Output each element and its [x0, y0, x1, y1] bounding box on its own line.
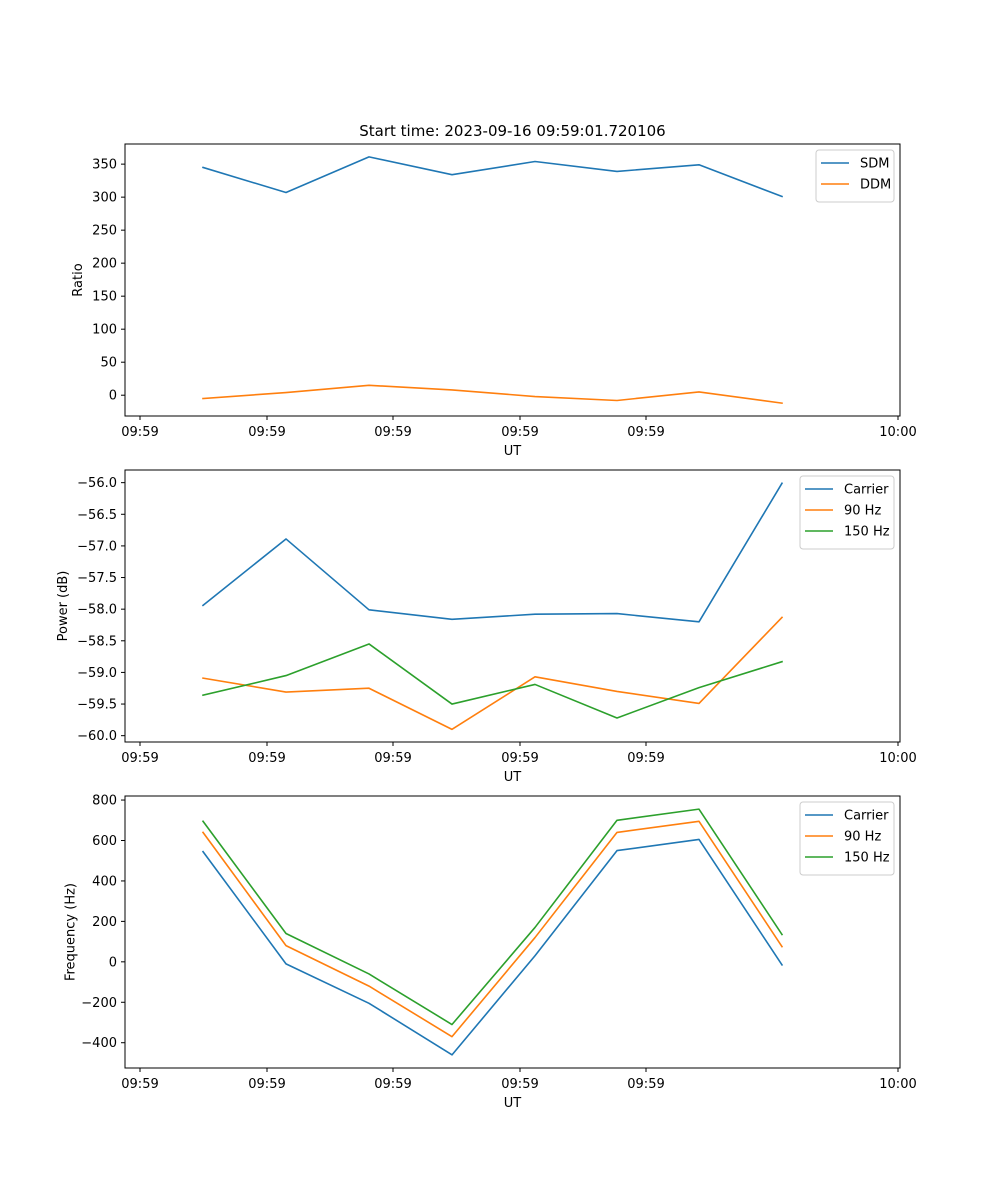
x-tick-label: 09:59: [248, 751, 285, 766]
y-tick-label: 800: [92, 794, 117, 809]
x-tick-label: 09:59: [121, 425, 158, 440]
x-tick-label: 09:59: [248, 425, 285, 440]
y-tick-label: −57.0: [77, 539, 117, 554]
chart-panel-3: 09:59 09:59 09:59 09:59 09:59 10:00 UT −400 −200…: [64, 794, 917, 1111]
legend: Carrier 90 Hz 150 Hz: [799, 801, 895, 876]
x-tick-label: 09:59: [627, 425, 664, 440]
y-tick-label: −58.0: [77, 603, 117, 618]
series-line-90-hz: [202, 616, 784, 731]
y-tick-label: −56.5: [77, 508, 117, 523]
y-tick-label: 100: [92, 323, 117, 338]
y-tick-label: 150: [92, 290, 117, 305]
y-axis-label: Ratio: [71, 263, 86, 296]
series-line-90-hz: [201, 820, 784, 1038]
x-tick-label: 09:59: [248, 1077, 285, 1092]
x-tick-label: 09:59: [501, 751, 538, 766]
legend-label: SDM: [860, 157, 889, 172]
series-line-carrier: [201, 482, 784, 623]
y-tick-label: −59.5: [77, 698, 117, 713]
y-tick-label: 200: [92, 257, 117, 272]
x-axis-label: UT: [504, 444, 522, 459]
series-line-ddm: [202, 384, 783, 405]
y-axis-label: Frequency (Hz): [64, 883, 79, 981]
y-tick-label: 250: [92, 224, 117, 239]
y-tick-label: 200: [92, 915, 117, 930]
y-tick-label: −56.0: [77, 476, 117, 491]
legend-label: 150 Hz: [844, 851, 890, 866]
x-tick-label: 10:00: [879, 1077, 916, 1092]
legend-label: Carrier: [844, 483, 889, 498]
x-axis-label: UT: [504, 1096, 522, 1111]
plot-area-frame: [124, 143, 901, 417]
y-tick-label: 350: [92, 158, 117, 173]
y-axis-label: Power (dB): [56, 571, 71, 642]
y-tick-label: −60.0: [77, 729, 117, 744]
series-line-carrier: [201, 838, 784, 1056]
x-tick-label: 09:59: [121, 751, 158, 766]
x-tick-label: 09:59: [374, 751, 411, 766]
y-tick-label: −59.0: [77, 666, 117, 681]
x-tick-label: 09:59: [121, 1077, 158, 1092]
chart-panel-1: Start time: 2023-09-16 09:59:01.720106 09…: [71, 122, 917, 459]
y-tick-label: 600: [92, 834, 117, 849]
x-tick-label: 10:00: [879, 751, 916, 766]
y-tick-label: 50: [100, 356, 117, 371]
x-tick-label: 09:59: [627, 751, 664, 766]
legend: SDM DDM: [815, 149, 895, 203]
x-tick-label: 10:00: [879, 425, 916, 440]
legend-label: 90 Hz: [844, 830, 881, 845]
x-tick-label: 09:59: [627, 1077, 664, 1092]
legend-label: 90 Hz: [844, 504, 881, 519]
x-axis-label: UT: [504, 770, 522, 785]
y-tick-label: 0: [109, 389, 117, 404]
chart-panel-2: 09:59 09:59 09:59 09:59 09:59 10:00 UT −60.0 −59…: [56, 469, 917, 785]
legend-label: Carrier: [844, 809, 889, 824]
y-tick-label: −57.5: [77, 571, 117, 586]
y-tick-label: −400: [81, 1036, 117, 1051]
chart-title: Start time: 2023-09-16 09:59:01.720106: [359, 122, 665, 140]
y-tick-label: 400: [92, 874, 117, 889]
x-tick-label: 09:59: [374, 1077, 411, 1092]
x-tick-label: 09:59: [374, 425, 411, 440]
series-line-sdm: [202, 156, 784, 198]
legend-label: DDM: [860, 178, 891, 193]
legend-label: 150 Hz: [844, 525, 890, 540]
plot-area-frame: [124, 795, 901, 1069]
plot-area-frame: [124, 469, 901, 743]
legend: Carrier 90 Hz 150 Hz: [799, 475, 895, 550]
y-tick-label: 300: [92, 191, 117, 206]
x-tick-label: 09:59: [501, 425, 538, 440]
series-line-150-hz: [202, 643, 784, 719]
y-tick-label: −200: [81, 996, 117, 1011]
y-tick-label: 0: [109, 955, 117, 970]
y-tick-label: −58.5: [77, 634, 117, 649]
x-tick-label: 09:59: [501, 1077, 538, 1092]
series-line-150-hz: [201, 808, 784, 1026]
